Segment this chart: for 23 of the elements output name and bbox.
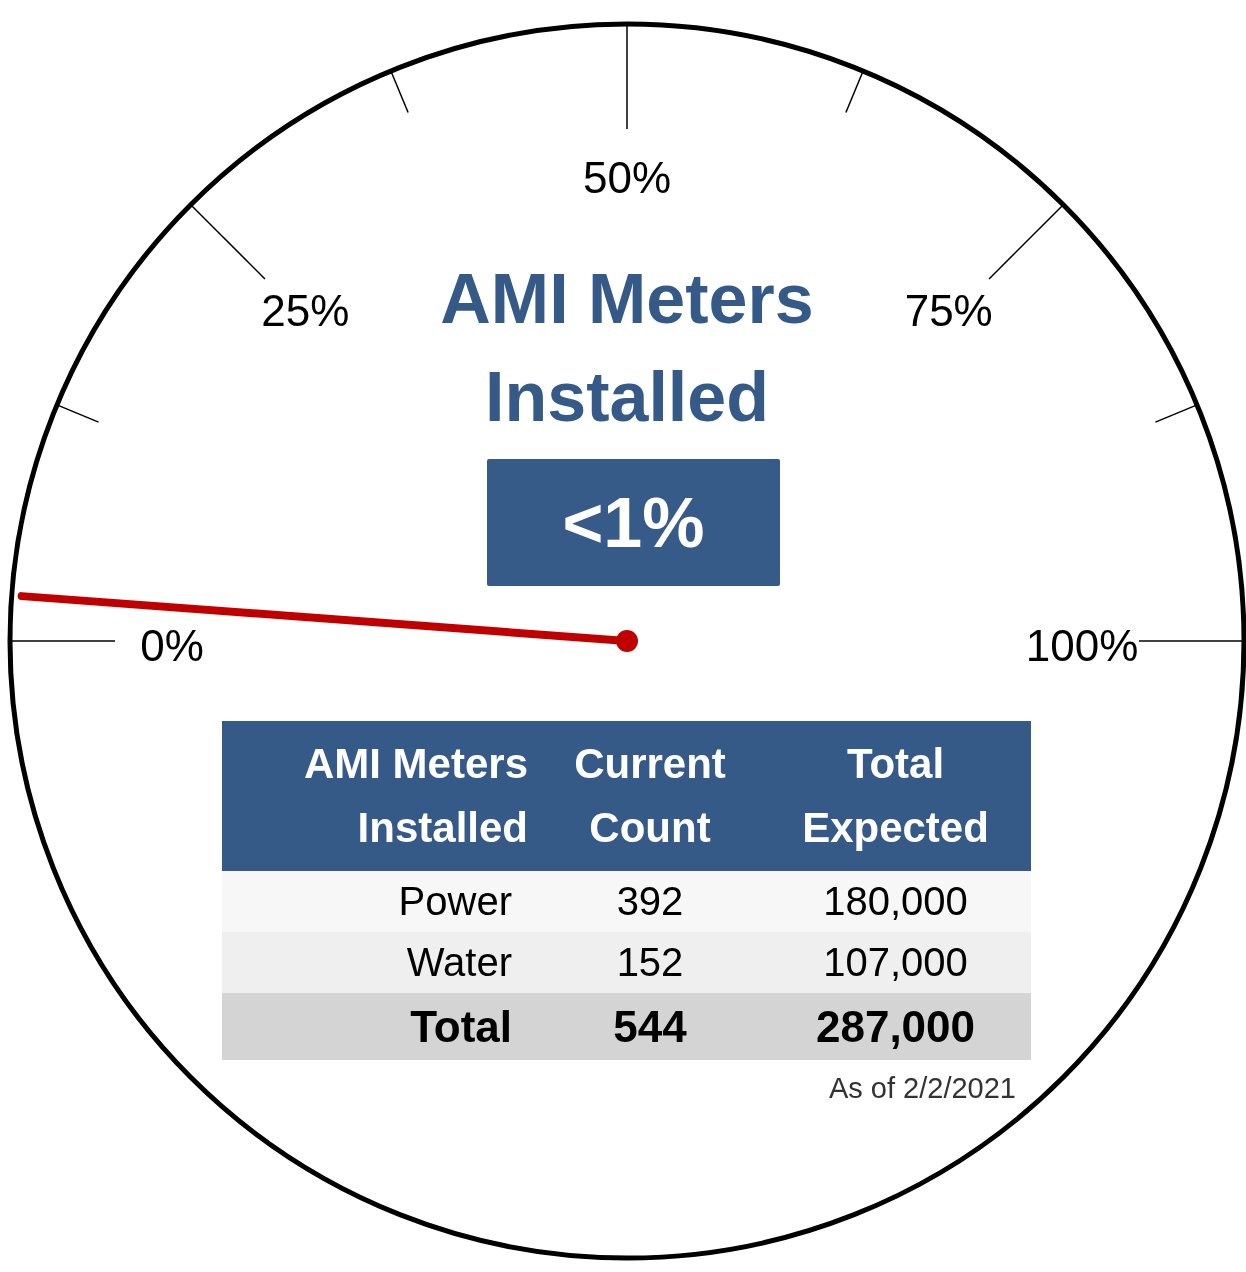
text: 25% — [261, 286, 350, 337]
series-label: Total Expected — [760, 721, 1031, 871]
text: 100% — [1025, 621, 1139, 671]
text: 75% — [904, 286, 993, 337]
data-label: 180,000 — [760, 871, 1031, 932]
text: As of 2/2/2021 — [828, 1072, 1016, 1105]
table-row: Total 544 287,000 — [222, 993, 1031, 1060]
data-label: 544 — [540, 993, 760, 1060]
text: 0% — [140, 621, 204, 671]
table-row: Water 152 107,000 — [222, 932, 1031, 993]
table-header: AMI Meters Installed Current Count Total Expected — [222, 721, 1031, 871]
text: 50% — [582, 153, 672, 203]
table-row: Power 392 180,000 — [222, 871, 1031, 932]
data-label: 392 — [540, 871, 760, 932]
text: AMI Meters Installed — [440, 260, 814, 436]
data-label: 287,000 — [760, 993, 1031, 1060]
category-label: Water — [405, 939, 513, 986]
data-label: 152 — [540, 932, 760, 993]
series-label: Current Count — [540, 721, 760, 871]
category-label: Total — [409, 1000, 513, 1053]
data-label: 107,000 — [760, 932, 1031, 993]
category-label: Power — [397, 878, 513, 925]
text: <1% — [487, 459, 780, 586]
